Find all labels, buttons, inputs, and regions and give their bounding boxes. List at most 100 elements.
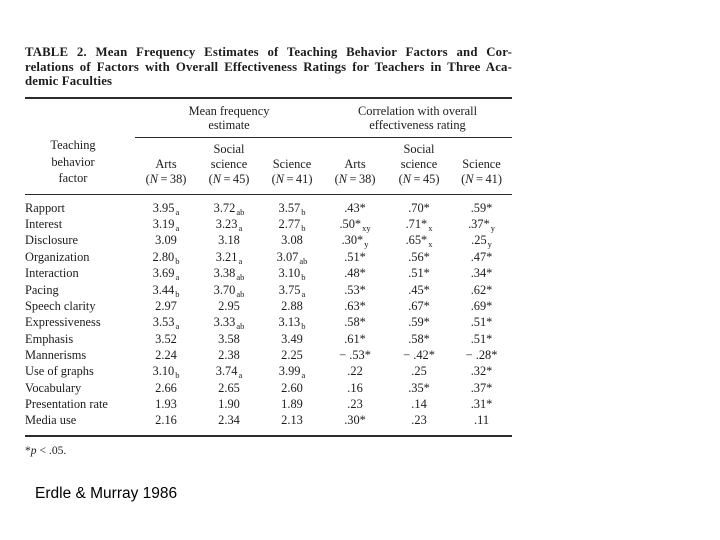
value-cell: .53* [344, 282, 366, 297]
factor-cell: Presentation rate [25, 396, 108, 411]
row-header-teaching-behavior-factor: Teaching behavior factor [25, 97, 135, 195]
value-cell: .37* [470, 380, 493, 395]
table-row: Organization 2.80b 3.21a 3.07ab .51* .56* .47* [25, 249, 512, 265]
subscript: b [301, 272, 306, 283]
value-cell: .14 [411, 396, 427, 411]
subscript: x [428, 239, 433, 250]
table-row: Emphasis 3.52 3.58 3.49 .61* .58* .51* [25, 331, 512, 347]
table-row: Media use 2.16 2.34 2.13 .30* .23 .11 [25, 412, 512, 435]
table-title-line: TABLE 2. Mean Frequency Estimates of Tea… [25, 45, 512, 59]
value-cell: .43* [344, 200, 366, 215]
value-cell: 3.52 [155, 331, 177, 346]
factor-cell: Interaction [25, 266, 79, 281]
column-header: Science (N = 41) [451, 137, 513, 195]
value-cell: .25 [411, 364, 427, 379]
table-row: Interaction 3.69a 3.38ab 3.10b .48* .51* .34* [25, 265, 512, 281]
factor-cell: Interest [25, 217, 63, 232]
value-cell: 3.44b [152, 282, 180, 299]
value-cell: .47* [470, 249, 493, 264]
subscript: ab [299, 255, 308, 266]
value-cell: .45* [408, 282, 430, 297]
value-cell: .58* [344, 315, 366, 330]
value-cell: 3.10b [152, 364, 180, 381]
value-cell: .22 [347, 364, 363, 379]
value-cell: 2.25 [281, 347, 303, 362]
value-cell: .59* [408, 315, 430, 330]
value-cell: .67* [408, 298, 430, 313]
value-cell: 1.93 [155, 396, 177, 411]
value-cell: .16 [347, 380, 363, 395]
factor-cell: Expressiveness [25, 315, 101, 330]
value-cell: .32* [470, 364, 493, 379]
value-cell: .61* [344, 331, 366, 346]
value-cell: .62* [470, 282, 493, 297]
table-row: Speech clarity 2.97 2.95 2.88 .63* .67* .69* [25, 298, 512, 314]
column-header: Arts (N = 38) [135, 137, 197, 195]
value-cell: − .28* [465, 347, 498, 362]
value-cell: .51* [344, 249, 366, 264]
value-cell: 3.58 [218, 331, 240, 346]
value-cell: 2.80b [152, 249, 180, 266]
value-cell: 2.77b [278, 217, 306, 234]
subscript: ab [236, 206, 245, 217]
value-cell: 3.72ab [213, 200, 245, 217]
subscript: ab [236, 288, 245, 299]
value-cell: .30*y [341, 233, 369, 250]
subscript: xy [362, 223, 371, 234]
value-cell: .50*xy [339, 217, 371, 234]
table-title: TABLE 2. Mean Frequency Estimates of Tea… [25, 45, 512, 89]
subscript: y [490, 223, 495, 234]
subscript: b [175, 288, 180, 299]
factor-cell: Media use [25, 413, 77, 428]
value-cell: 3.10b [278, 266, 306, 283]
value-cell: .25y [471, 233, 492, 250]
subscript: b [175, 370, 180, 381]
subscript: a [175, 321, 180, 332]
value-cell: .51* [408, 266, 430, 281]
column-header: Arts (N = 38) [323, 137, 388, 195]
value-cell: 3.99a [278, 364, 306, 381]
column-header: Science (N = 41) [261, 137, 324, 195]
value-cell: 2.13 [281, 413, 303, 428]
value-cell: 3.21a [215, 249, 243, 266]
table-row: Rapport 3.95a 3.72ab 3.57b .43* .70* .59* [25, 194, 512, 216]
value-cell: 1.89 [281, 396, 303, 411]
value-cell: .70* [408, 200, 430, 215]
value-cell: 3.49 [281, 331, 303, 346]
subscript: a [238, 370, 243, 381]
value-cell: .56* [408, 249, 430, 264]
table-row: Use of graphs 3.10b 3.74a 3.99a .22 .25 .32* [25, 363, 512, 379]
column-header-row: Arts (N = 38) Social science (N = 45) Science… [25, 137, 513, 195]
value-cell: 3.69a [152, 266, 180, 283]
factor-cell: Emphasis [25, 331, 74, 346]
subscript: a [301, 370, 306, 381]
table-row: Expressiveness 3.53a 3.33ab 3.13b .58* .59* .5… [25, 314, 512, 330]
value-cell: .11 [474, 413, 490, 428]
value-cell: 3.33ab [213, 315, 245, 332]
value-cell: 3.23a [215, 217, 243, 234]
table-footnote: *p < .05. [25, 443, 67, 457]
value-cell: .63* [344, 298, 366, 313]
data-table: Teaching behavior factor Mean frequency … [25, 96, 513, 437]
value-cell: .34* [470, 266, 493, 281]
subscript: ab [236, 272, 245, 283]
column-header: Social science (N = 45) [197, 137, 261, 195]
subscript: a [238, 223, 243, 234]
value-cell: 1.90 [218, 396, 240, 411]
value-cell: .35* [408, 380, 430, 395]
value-cell: 3.70ab [213, 282, 245, 299]
table-row: Vocabulary 2.66 2.65 2.60 .16 .35* .37* [25, 380, 512, 396]
value-cell: 2.95 [218, 298, 240, 313]
subscript: y [364, 239, 369, 250]
table-row: Mannerisms 2.24 2.38 2.25 − .53* − .42* − .28* [25, 347, 512, 363]
value-cell: 2.38 [218, 347, 240, 362]
value-cell: 3.74a [215, 364, 243, 381]
value-cell: 3.07ab [276, 249, 308, 266]
value-cell: .58* [408, 331, 430, 346]
subscript: x [428, 223, 433, 234]
subscript: a [301, 288, 306, 299]
factor-cell: Organization [25, 249, 90, 264]
table-title-line: demic Faculties [25, 74, 113, 89]
factor-cell: Mannerisms [25, 347, 87, 362]
factor-cell: Speech clarity [25, 298, 96, 313]
